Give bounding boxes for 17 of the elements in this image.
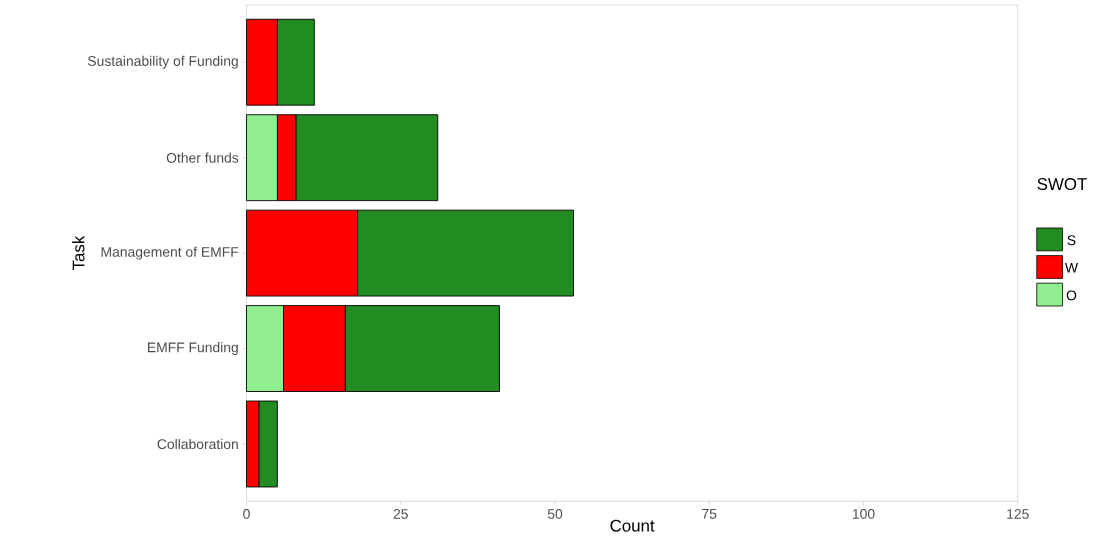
y-tick-label: EMFF Funding (147, 342, 238, 356)
y-tick-label: Other funds (166, 152, 239, 163)
x-tick-label: 50 (547, 509, 563, 519)
y-tick-label: Collaboration (157, 438, 238, 450)
x-tick-label: 0 (243, 509, 250, 519)
legend-label: S (1067, 235, 1076, 246)
legend-title: SWOT (1037, 178, 1087, 191)
y-tick-label: Management of EMFF (101, 246, 239, 260)
legend-label: W (1065, 263, 1079, 273)
y-axis-title: Task (72, 235, 85, 271)
x-axis-title: Count (610, 519, 655, 532)
x-tick-label: 100 (852, 509, 875, 519)
y-tick-label: Sustainability of Funding (87, 55, 238, 69)
x-tick-label: 125 (1007, 509, 1029, 519)
x-tick-label: 25 (393, 509, 408, 519)
x-tick-label: 75 (702, 509, 717, 519)
legend-label: O (1066, 290, 1077, 301)
